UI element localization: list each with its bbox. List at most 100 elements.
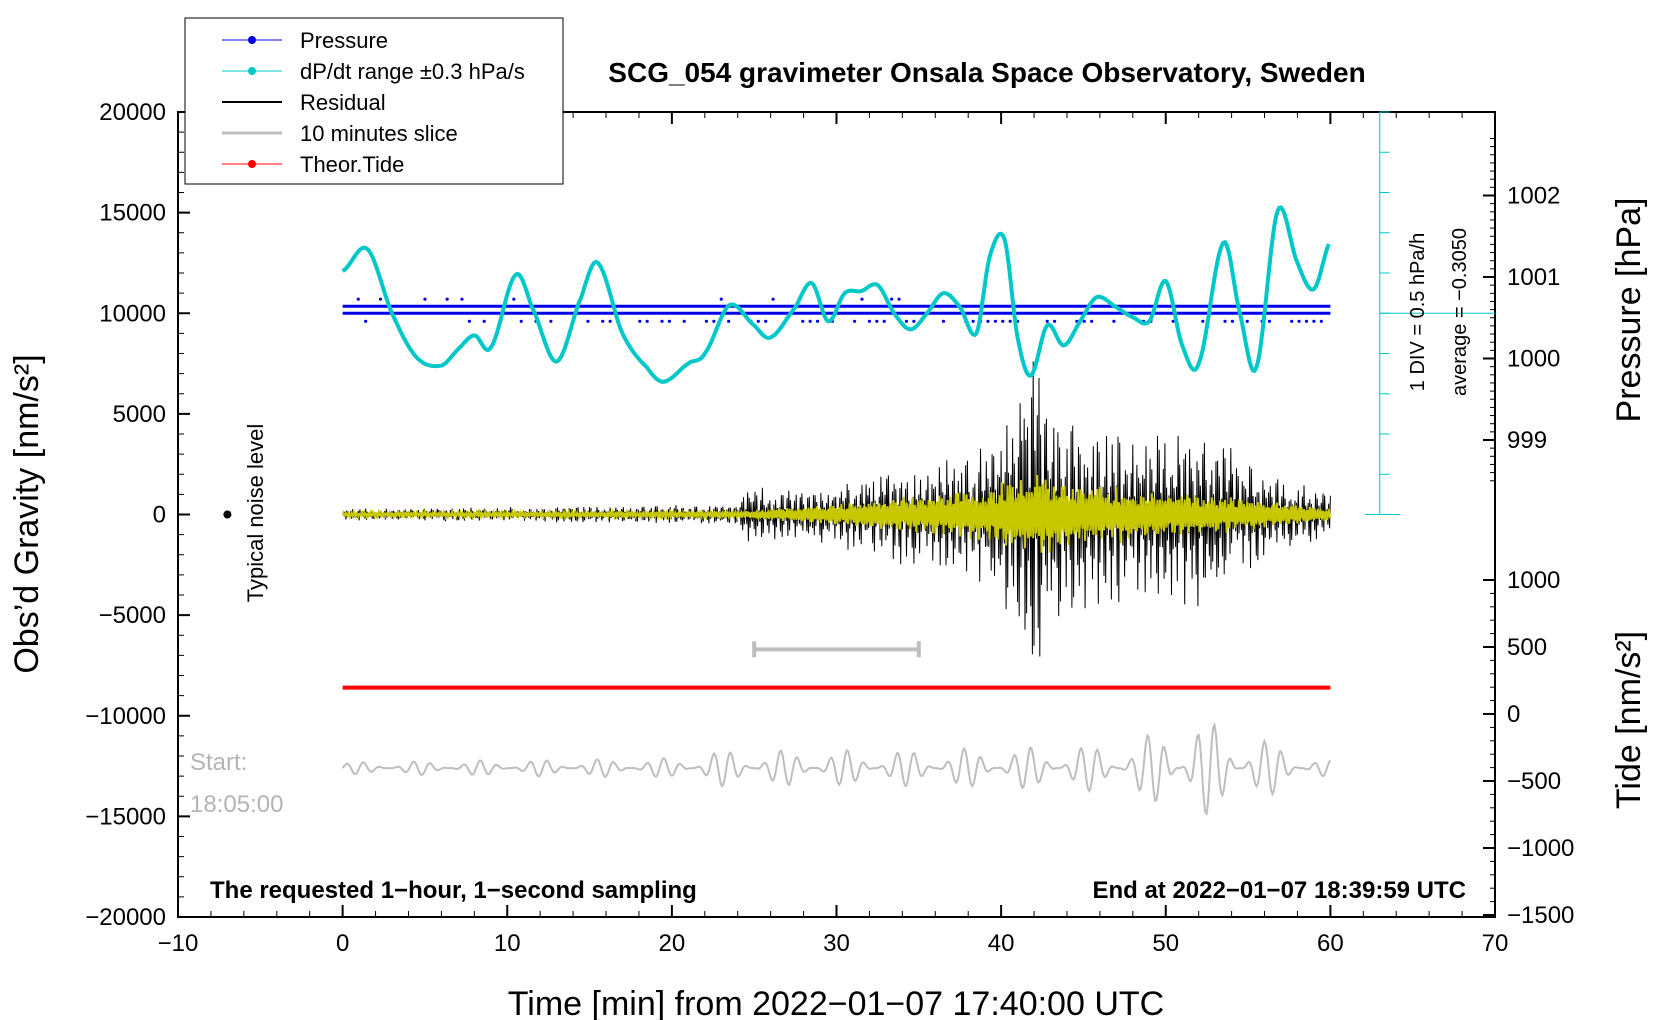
pressure-point xyxy=(467,319,471,323)
legend-label-residual: Residual xyxy=(300,90,386,115)
y-tick-label: −20000 xyxy=(85,904,166,931)
pressure-point xyxy=(890,297,894,301)
tide-tick-label: 500 xyxy=(1507,634,1547,661)
x-axis-title: Time [min] from 2022−01−07 17:40:00 UTC xyxy=(508,985,1164,1020)
pressure-point xyxy=(1267,319,1272,323)
x-tick-label: 70 xyxy=(1482,930,1509,957)
pressure-point xyxy=(941,319,946,323)
legend-entry-residual: Residual xyxy=(222,90,386,115)
pressure-point xyxy=(660,319,664,323)
start-label: Start: xyxy=(190,749,247,776)
pressure-point xyxy=(1171,319,1175,323)
tide-tick-label: −500 xyxy=(1507,768,1561,795)
legend-marker-pressure xyxy=(248,36,256,44)
pressure-tick-label: 1001 xyxy=(1507,264,1560,291)
legend-label-tide: Theor.Tide xyxy=(300,152,404,177)
pressure-point xyxy=(1319,319,1323,323)
pressure-point xyxy=(423,297,427,301)
pressure-average-label: average = −0.3050 xyxy=(1449,228,1471,396)
pressure-point xyxy=(727,319,731,323)
pressure-point xyxy=(712,319,716,323)
pressure-point xyxy=(445,297,449,301)
x-tick-label: 60 xyxy=(1317,930,1344,957)
x-tick-label: 20 xyxy=(659,930,686,957)
pressure-point xyxy=(378,297,383,301)
pressure-point xyxy=(904,319,909,323)
pressure-point xyxy=(860,297,864,301)
pressure-point xyxy=(1090,319,1094,323)
pressure-point xyxy=(704,319,709,323)
pressure-point xyxy=(364,319,368,323)
legend: Pressure dP/dt range ±0.3 hPa/s Residual… xyxy=(184,17,564,185)
pressure-point xyxy=(986,319,990,323)
pressure-point xyxy=(993,319,997,323)
pressure-point xyxy=(682,319,686,323)
pressure-point xyxy=(645,319,649,323)
noise-level-marker xyxy=(223,510,232,519)
pressure-point xyxy=(1045,319,1049,323)
pressure-point xyxy=(1297,319,1301,323)
y-axis-title-pressure: Pressure [hPa] xyxy=(1610,198,1648,423)
legend-entry-pressure: Pressure xyxy=(222,28,388,53)
pressure-point xyxy=(801,319,805,323)
legend-marker-dpdt xyxy=(248,67,256,75)
pressure-point xyxy=(460,297,464,301)
pressure-point xyxy=(771,297,775,301)
tide-tick-label: −1000 xyxy=(1507,835,1574,862)
pressure-point xyxy=(356,297,360,301)
legend-marker-tide xyxy=(248,160,256,168)
sampling-note: The requested 1−hour, 1−second sampling xyxy=(210,877,697,904)
legend-entry-tide: Theor.Tide xyxy=(222,152,404,177)
pressure-point xyxy=(882,319,886,323)
pressure-point xyxy=(853,319,857,323)
pressure-point xyxy=(1312,319,1316,323)
pressure-point xyxy=(601,319,605,323)
tide-tick-label: 1000 xyxy=(1507,567,1560,594)
pressure-point xyxy=(1001,319,1005,323)
x-tick-label: 10 xyxy=(494,930,521,957)
pressure-point xyxy=(875,319,879,323)
pressure-tick-label: 1000 xyxy=(1507,346,1560,373)
x-tick-label: 30 xyxy=(823,930,850,957)
pressure-point xyxy=(1230,319,1235,323)
pressure-point xyxy=(482,319,486,323)
x-tick-label: 50 xyxy=(1152,930,1179,957)
dpdt-series xyxy=(341,205,1331,384)
x-tick-label: −10 xyxy=(158,930,199,957)
pressure-point xyxy=(971,319,975,323)
y-axis-title-left: Obs’d Gravity [nm/s²] xyxy=(8,354,46,673)
y-tick-label: 0 xyxy=(153,502,166,529)
y-tick-label: −15000 xyxy=(85,803,166,830)
pressure-point xyxy=(1053,319,1057,323)
pressure-point xyxy=(519,319,523,323)
pressure-point xyxy=(1290,319,1294,323)
y-tick-label: 15000 xyxy=(99,200,166,227)
legend-entry-slice: 10 minutes slice xyxy=(222,121,458,146)
pressure-point xyxy=(638,319,642,323)
pressure-point xyxy=(1112,319,1116,323)
legend-label-pressure: Pressure xyxy=(300,28,388,53)
pressure-point xyxy=(608,319,612,323)
pressure-div-label: 1 DIV = 0.5 hPa/h xyxy=(1407,233,1429,391)
chart-title: SCG_054 gravimeter Onsala Space Observat… xyxy=(608,57,1365,88)
x-tick-label: 0 xyxy=(336,930,349,957)
pressure-point xyxy=(1304,319,1309,323)
tide-tick-label: −1500 xyxy=(1507,902,1574,929)
pressure-point xyxy=(549,319,553,323)
pressure-tick-label: 999 xyxy=(1507,427,1547,454)
tide-tick-label: 0 xyxy=(1507,701,1520,728)
y-tick-label: 20000 xyxy=(99,99,166,126)
legend-label-dpdt: dP/dt range ±0.3 hPa/s xyxy=(300,59,525,84)
y-tick-label: −5000 xyxy=(99,602,166,629)
pressure-point xyxy=(1201,319,1205,323)
pressure-point xyxy=(1082,319,1086,323)
x-tick-label: 40 xyxy=(988,930,1015,957)
pressure-point xyxy=(1223,319,1227,323)
axis-ticks: −10 0 10 20 30 40 50 60 7020000150001000050000−5… xyxy=(85,99,1574,957)
y-tick-label: −10000 xyxy=(85,703,166,730)
pressure-tick-label: 1002 xyxy=(1507,183,1560,210)
pressure-point xyxy=(912,319,916,323)
series-layer xyxy=(223,111,1495,817)
pressure-point xyxy=(586,319,590,323)
